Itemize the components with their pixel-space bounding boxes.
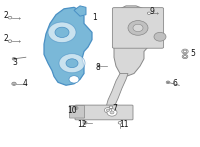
Circle shape <box>154 32 166 41</box>
Circle shape <box>83 121 87 124</box>
Circle shape <box>107 109 117 116</box>
Text: 3: 3 <box>13 58 17 67</box>
Text: 5: 5 <box>190 49 195 59</box>
Circle shape <box>118 121 122 124</box>
Circle shape <box>166 81 170 84</box>
Circle shape <box>104 108 112 113</box>
Text: 10: 10 <box>67 106 76 116</box>
Text: 7: 7 <box>112 103 117 113</box>
Text: 4: 4 <box>23 79 27 88</box>
Circle shape <box>167 82 169 83</box>
Circle shape <box>128 21 148 35</box>
Text: 9: 9 <box>149 7 154 16</box>
Circle shape <box>183 55 187 58</box>
Circle shape <box>13 58 15 60</box>
Circle shape <box>183 50 187 53</box>
Polygon shape <box>74 6 86 16</box>
Circle shape <box>84 122 86 123</box>
Circle shape <box>55 27 69 37</box>
Circle shape <box>133 24 143 32</box>
FancyBboxPatch shape <box>112 8 164 48</box>
Polygon shape <box>44 7 92 85</box>
Circle shape <box>59 54 85 73</box>
Polygon shape <box>114 6 164 76</box>
Circle shape <box>8 16 12 19</box>
Circle shape <box>182 49 188 54</box>
Circle shape <box>109 106 113 109</box>
FancyBboxPatch shape <box>75 105 133 120</box>
Text: 1: 1 <box>93 13 97 22</box>
Circle shape <box>8 40 12 42</box>
Circle shape <box>75 107 77 109</box>
Polygon shape <box>106 74 128 110</box>
Circle shape <box>147 12 151 14</box>
FancyBboxPatch shape <box>98 65 100 67</box>
Text: 8: 8 <box>95 63 100 72</box>
Circle shape <box>182 55 188 59</box>
Circle shape <box>69 76 79 83</box>
Text: 2: 2 <box>3 34 8 44</box>
FancyBboxPatch shape <box>69 105 85 118</box>
Circle shape <box>110 111 114 114</box>
Circle shape <box>74 107 78 110</box>
Circle shape <box>12 57 16 60</box>
Circle shape <box>48 22 76 43</box>
Text: 6: 6 <box>173 78 177 88</box>
Circle shape <box>66 59 78 68</box>
Text: 2: 2 <box>3 11 8 20</box>
Circle shape <box>12 82 16 85</box>
Circle shape <box>13 83 15 85</box>
Text: 11: 11 <box>120 120 129 129</box>
Circle shape <box>106 109 110 111</box>
Text: 12: 12 <box>77 120 86 129</box>
